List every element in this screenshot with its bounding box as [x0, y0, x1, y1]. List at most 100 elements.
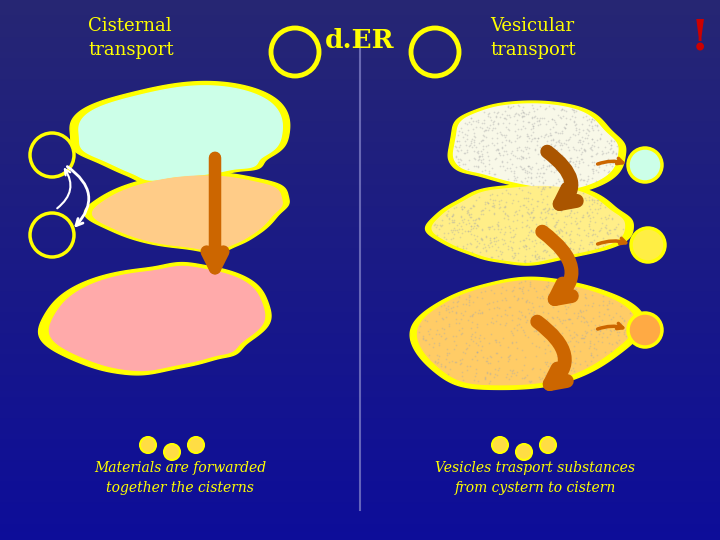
- Point: [524, 378, 536, 387]
- Bar: [0, 299, 720, 300]
- Point: [527, 213, 539, 222]
- Bar: [0, 424, 720, 425]
- Point: [467, 224, 479, 232]
- Bar: [0, 62, 720, 63]
- Point: [595, 198, 606, 207]
- Circle shape: [631, 228, 665, 262]
- Point: [505, 242, 516, 251]
- Point: [482, 147, 493, 156]
- Bar: [0, 228, 720, 229]
- Bar: [0, 265, 720, 266]
- Point: [470, 224, 482, 232]
- Bar: [0, 429, 720, 430]
- Point: [455, 146, 467, 154]
- Point: [594, 200, 606, 209]
- Point: [530, 158, 541, 167]
- Point: [456, 205, 468, 213]
- Bar: [0, 71, 720, 72]
- Bar: [0, 136, 720, 137]
- Point: [571, 124, 582, 133]
- Point: [582, 232, 594, 240]
- Point: [501, 369, 513, 378]
- Point: [503, 374, 515, 383]
- Point: [540, 246, 552, 254]
- Bar: [0, 189, 720, 190]
- Point: [516, 218, 528, 227]
- Point: [535, 147, 546, 156]
- Bar: [0, 297, 720, 298]
- Point: [486, 125, 498, 134]
- Point: [438, 325, 450, 333]
- Point: [531, 105, 542, 113]
- Point: [522, 143, 534, 151]
- Point: [440, 355, 451, 363]
- Point: [557, 280, 569, 289]
- Point: [530, 145, 541, 153]
- Point: [582, 300, 593, 309]
- Point: [518, 122, 529, 130]
- Point: [471, 196, 482, 205]
- Point: [471, 322, 482, 331]
- Bar: [0, 318, 720, 319]
- Bar: [0, 281, 720, 282]
- Point: [577, 176, 588, 185]
- Point: [569, 328, 580, 336]
- Point: [492, 348, 503, 357]
- Point: [532, 228, 544, 237]
- Point: [471, 232, 482, 241]
- Point: [520, 296, 531, 305]
- Point: [491, 233, 503, 242]
- Point: [509, 207, 521, 216]
- Point: [492, 235, 504, 244]
- Point: [508, 168, 520, 177]
- Point: [495, 312, 506, 320]
- Point: [466, 354, 477, 363]
- Bar: [0, 18, 720, 19]
- Point: [554, 129, 566, 138]
- Point: [591, 120, 603, 129]
- Point: [486, 133, 498, 142]
- Point: [496, 235, 508, 244]
- Point: [503, 136, 515, 145]
- Point: [539, 113, 550, 122]
- Point: [491, 129, 503, 138]
- Bar: [0, 417, 720, 418]
- Point: [472, 117, 484, 126]
- Point: [530, 326, 541, 335]
- Point: [450, 143, 462, 152]
- Point: [527, 122, 539, 130]
- Point: [508, 292, 520, 300]
- Point: [516, 124, 527, 133]
- Point: [585, 225, 596, 234]
- Polygon shape: [449, 101, 626, 193]
- Point: [494, 228, 505, 237]
- Point: [550, 285, 562, 293]
- Bar: [0, 447, 720, 448]
- Point: [541, 247, 552, 255]
- Point: [552, 217, 563, 226]
- Point: [463, 142, 474, 151]
- Point: [467, 330, 478, 339]
- Point: [500, 131, 512, 139]
- Point: [585, 117, 596, 126]
- Point: [602, 157, 613, 166]
- Point: [495, 250, 507, 259]
- Point: [521, 153, 532, 162]
- Bar: [0, 214, 720, 215]
- Point: [484, 368, 495, 377]
- Point: [541, 200, 553, 208]
- Point: [622, 328, 634, 336]
- Point: [564, 325, 575, 334]
- Point: [582, 160, 594, 169]
- Point: [560, 229, 572, 238]
- Point: [469, 155, 480, 164]
- Point: [529, 252, 541, 261]
- Bar: [0, 464, 720, 465]
- Point: [438, 233, 450, 241]
- Point: [551, 220, 562, 228]
- Point: [580, 329, 591, 338]
- Bar: [0, 495, 720, 496]
- Point: [588, 343, 600, 352]
- Bar: [0, 66, 720, 67]
- Polygon shape: [426, 184, 634, 265]
